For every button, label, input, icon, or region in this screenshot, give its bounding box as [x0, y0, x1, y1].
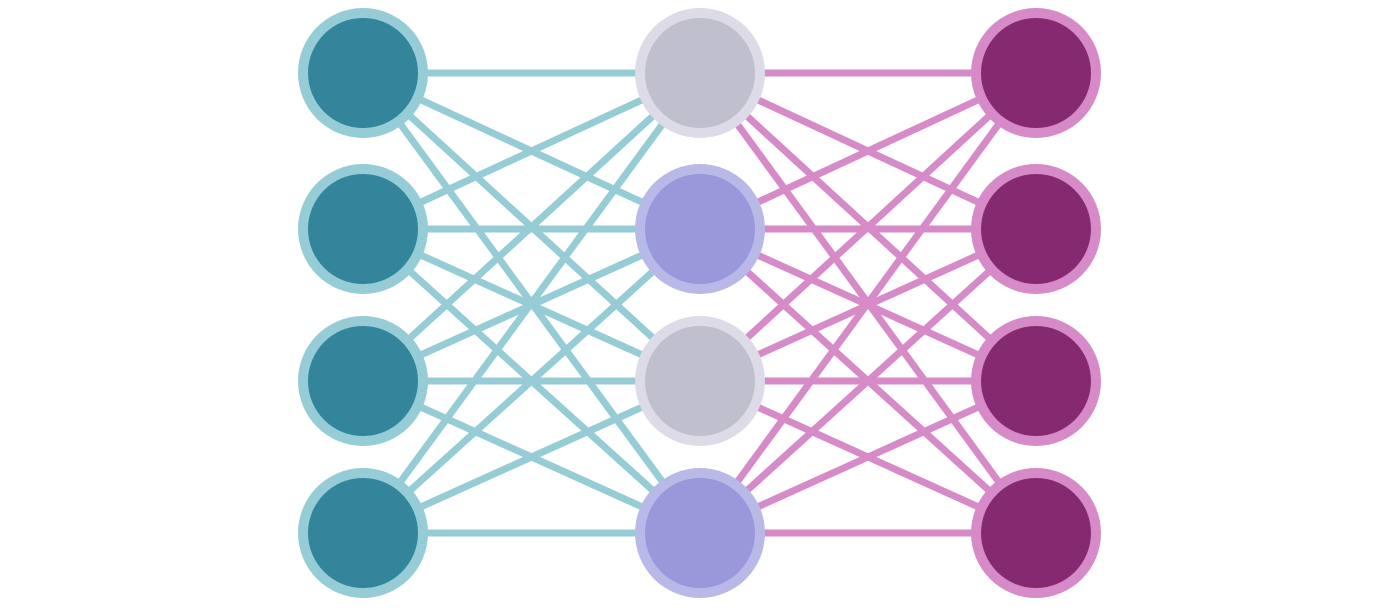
node-core — [308, 18, 418, 128]
connections-group — [359, 69, 1040, 537]
node-core — [645, 478, 755, 588]
node-core — [308, 174, 418, 284]
output-layer-node — [971, 8, 1101, 138]
connection-edge — [359, 69, 704, 385]
node-core — [981, 478, 1091, 588]
node-core — [308, 478, 418, 588]
hidden-layer-node — [635, 468, 765, 598]
hidden-layer-node — [635, 164, 765, 294]
node-core — [645, 18, 755, 128]
node-core — [645, 174, 755, 284]
output-layer-node — [971, 164, 1101, 294]
connection-edge — [696, 225, 1040, 537]
connection-edge — [696, 69, 1040, 385]
node-core — [981, 174, 1091, 284]
node-core — [981, 18, 1091, 128]
input-layer-node — [298, 164, 428, 294]
input-layer-node — [298, 468, 428, 598]
nodes-group — [298, 8, 1101, 598]
node-core — [645, 326, 755, 436]
connection-edge — [359, 225, 704, 537]
node-core — [308, 326, 418, 436]
input-layer-node — [298, 8, 428, 138]
output-layer-node — [971, 316, 1101, 446]
connection-edge — [696, 69, 1040, 537]
node-core — [981, 326, 1091, 436]
hidden-layer-node — [635, 316, 765, 446]
input-layer-node — [298, 316, 428, 446]
output-layer-node — [971, 468, 1101, 598]
connection-edge — [359, 69, 704, 537]
hidden-layer-node — [635, 8, 765, 138]
